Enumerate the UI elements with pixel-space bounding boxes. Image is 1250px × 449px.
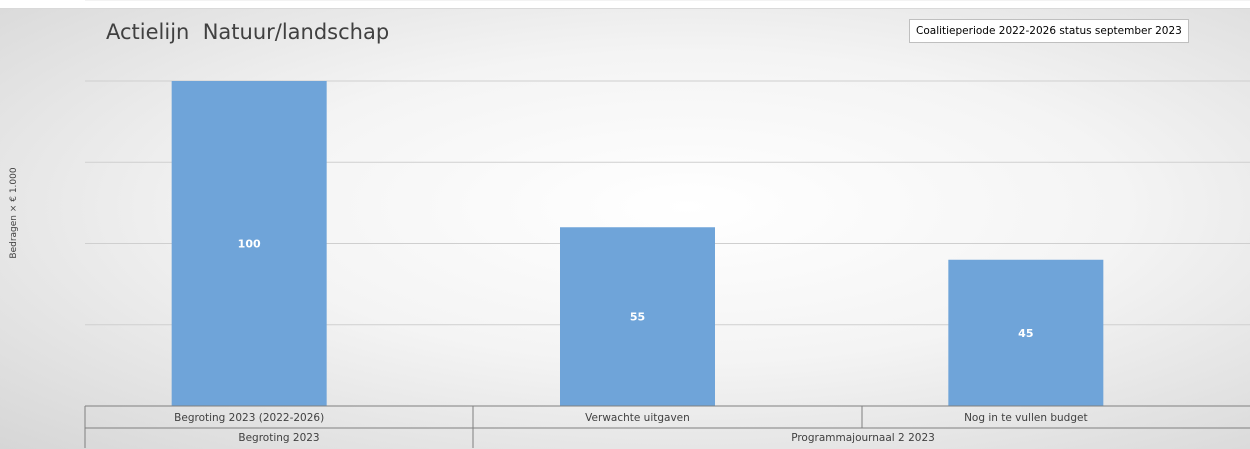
bar <box>560 227 715 406</box>
data-label: 100 <box>238 238 261 251</box>
data-label: 55 <box>630 311 645 324</box>
x-group-label: Begroting 2023 <box>238 432 319 444</box>
x-tick-label: Verwachte uitgaven <box>585 412 690 424</box>
x-tick-label: Nog in te vullen budget <box>964 412 1088 424</box>
chart-subtitle-box: Coalitieperiode 2022-2026 status septemb… <box>909 19 1189 43</box>
bar <box>171 81 327 406</box>
data-label: 45 <box>1018 327 1033 340</box>
chart-title: Actielijn Natuur/landschap <box>106 20 390 44</box>
x-tick-label: Begroting 2023 (2022-2026) <box>174 412 324 424</box>
bar <box>948 259 1104 406</box>
x-group-label: Programmajournaal 2 2023 <box>791 432 935 444</box>
